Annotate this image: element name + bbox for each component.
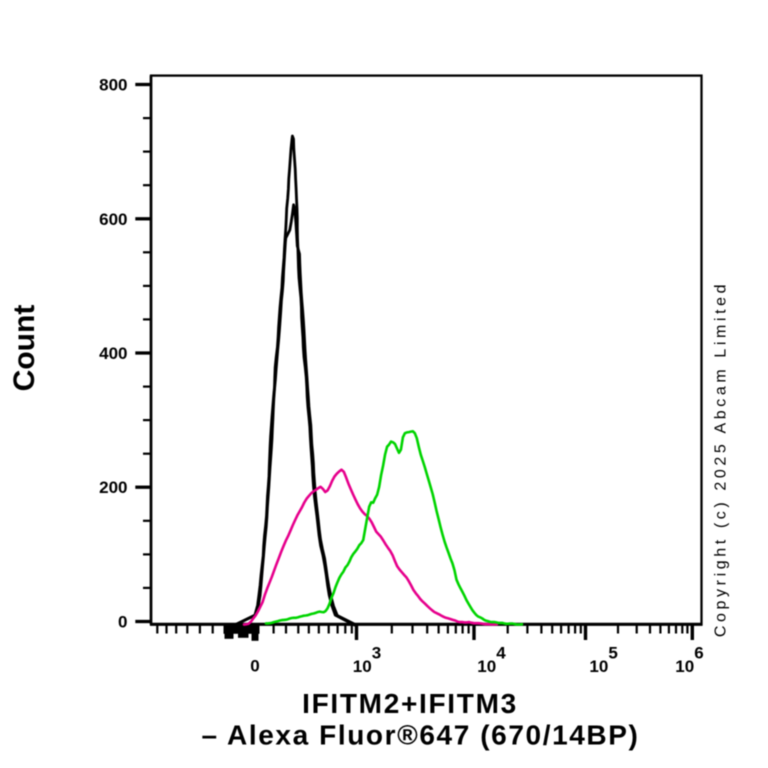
- svg-text:Count: Count: [8, 305, 41, 392]
- svg-text:103: 103: [353, 644, 381, 677]
- svg-text:105: 105: [589, 644, 617, 677]
- svg-text:200: 200: [99, 478, 127, 497]
- svg-text:400: 400: [99, 344, 127, 363]
- svg-text:106: 106: [675, 644, 703, 677]
- svg-text:Copyright (c) 2025 Abcam Limit: Copyright (c) 2025 Abcam Limited: [713, 281, 730, 637]
- svg-text:600: 600: [99, 210, 127, 229]
- svg-text:800: 800: [99, 76, 127, 95]
- svg-text:104: 104: [477, 644, 506, 677]
- svg-text:IFITM2+IFITM3: IFITM2+IFITM3: [302, 688, 518, 719]
- svg-text:0: 0: [250, 657, 259, 676]
- svg-text:– Alexa Fluor®647 (670/14BP): – Alexa Fluor®647 (670/14BP): [202, 720, 640, 751]
- svg-text:0: 0: [118, 613, 127, 632]
